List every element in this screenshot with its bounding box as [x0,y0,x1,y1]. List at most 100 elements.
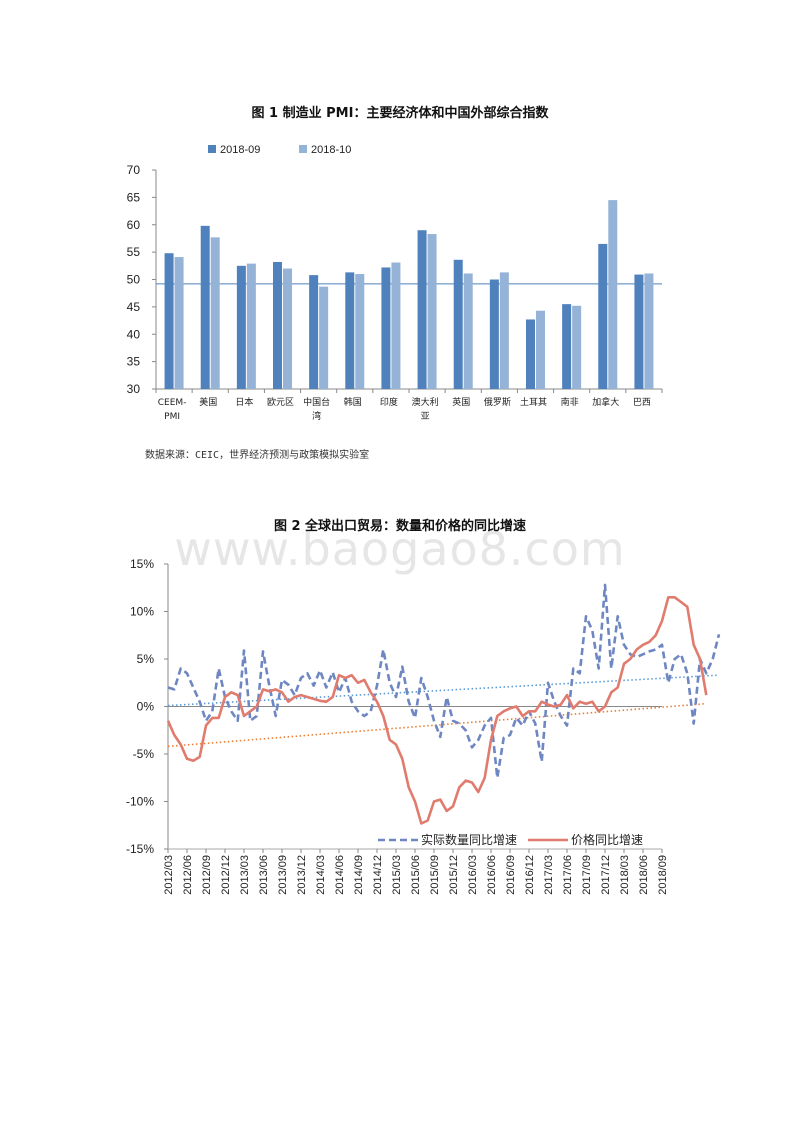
figure1-source: 数据来源：CEIC，世界经济预测与政策模拟实验室 [145,450,370,461]
figure1-title: 图 1 制造业 PMI：主要经济体和中国外部综合指数 [251,106,549,121]
legend-label: 实际数量同比增速 [421,832,517,847]
trendline-实际数量同比增速 [167,674,720,707]
bar-2018-10 [572,305,582,389]
x-tick-label: 2012/09 [201,855,213,895]
bar-2018-09 [164,253,174,389]
y-tick-label: 30 [127,382,141,396]
x-tick-label: 2015/12 [448,855,460,895]
x-tick-label: 2018/06 [638,855,650,895]
bar-2018-10 [319,286,329,389]
category-label: CEEM- [158,398,187,408]
figure1-bar-chart: 2018-09 2018-10 30 35 40 45 50 55 60 65 70 CEEM- P… [127,144,663,422]
y-tick-label: -5% [133,747,155,761]
x-tick-label: 2016/06 [486,855,498,895]
x-tick-label: 2012/03 [163,855,175,895]
bar-2018-09 [345,272,355,389]
bar-2018-10 [246,263,256,389]
figure1-legend: 2018-09 2018-10 [208,144,351,156]
bar-2018-09 [236,265,246,389]
bar-2018-10 [355,274,365,389]
y-tick-label: 40 [127,327,141,341]
x-tick-label: 2013/03 [239,855,251,895]
y-tick-label: 10% [130,605,154,619]
bar-2018-09 [273,261,282,389]
bar-2018-09 [200,225,210,389]
bar-2018-09 [381,267,391,389]
category-label: 巴西 [633,397,651,408]
y-tick-label: 0% [137,700,155,714]
x-tick-label: 2016/03 [467,855,479,895]
x-tick-label: 2016/12 [524,855,536,895]
x-tick-label: 2014/03 [315,855,327,895]
category-label: 加拿大 [592,396,619,408]
x-tick-label: 2017/09 [581,855,593,895]
category-label: 澳大利 [412,396,439,408]
legend-label: 2018-10 [311,144,351,156]
category-label: 南非 [561,396,579,408]
category-label: 俄罗斯 [484,396,511,408]
category-label: 韩国 [344,396,362,408]
bar-2018-09 [453,259,463,389]
x-tick-label: 2014/06 [334,855,346,895]
bar-2018-09 [417,230,427,389]
y-tick-label: 50 [127,273,141,287]
figure2-axes: 15% 10% 5% 0% -5% -10% -15% 2012/03 2012/06 2012/… [126,557,669,895]
series-line-价格同比增速 [166,596,708,825]
bar-2018-10 [210,237,220,389]
x-tick-label: 2012/06 [182,855,194,895]
trendline-价格同比增速 [167,702,707,748]
x-tick-label: 2013/06 [258,855,270,895]
figure2-legend: 实际数量同比增速 价格同比增速 [378,832,643,847]
y-tick-label: 35 [127,355,141,369]
y-tick-label: 55 [127,245,141,259]
x-tick-label: 2017/03 [543,855,555,895]
y-tick-label: 45 [127,300,141,314]
series-line-实际数量同比增速 [167,583,721,780]
y-tick-label: 60 [127,218,141,232]
y-tick-label: 5% [137,652,155,666]
category-label: 日本 [235,396,253,408]
legend-swatch [208,145,216,153]
x-tick-label: 2015/03 [391,855,403,895]
y-tick-label: 15% [130,557,154,571]
x-tick-label: 2017/12 [600,855,612,895]
figure1-bars [164,200,654,389]
category-label: 美国 [199,396,217,408]
x-tick-label: 2013/12 [296,855,308,895]
legend-swatch [299,145,307,153]
x-tick-label: 2014/09 [353,855,365,895]
category-label: 中国台 [303,396,330,408]
bar-2018-10 [536,310,545,389]
x-tick-label: 2015/06 [410,855,422,895]
y-tick-label: -15% [126,842,154,856]
category-label: 亚 [421,411,430,422]
category-label: 湾 [312,410,321,422]
figure2-series-lines [166,583,721,825]
x-tick-label: 2014/12 [372,855,384,895]
bar-2018-10 [608,200,618,389]
figure2-line-chart: 15% 10% 5% 0% -5% -10% -15% 2012/03 2012/06 2012/… [126,557,721,895]
bar-2018-10 [391,262,401,389]
bar-2018-09 [598,243,608,389]
category-label: PMI [164,412,180,422]
x-tick-label: 2017/06 [562,855,574,895]
bar-2018-09 [634,274,644,389]
category-label: 土耳其 [520,396,547,408]
bar-2018-10 [283,268,292,389]
bar-2018-10 [427,234,437,389]
figure2-title: 图 2 全球出口贸易：数量和价格的同比增速 [273,519,527,534]
bar-2018-10 [463,273,473,389]
y-tick-label: 65 [127,190,141,204]
x-tick-label: 2018/09 [657,855,669,895]
legend-label: 2018-09 [220,144,260,156]
x-tick-label: 2015/09 [429,855,441,895]
x-tick-label: 2016/09 [505,855,517,895]
bar-2018-09 [489,279,499,389]
x-tick-label: 2018/03 [619,855,631,895]
y-tick-label: -10% [126,795,154,809]
category-label: 印度 [380,396,398,408]
category-label: 英国 [452,396,470,408]
bar-2018-10 [174,257,184,389]
bar-2018-10 [499,272,509,389]
